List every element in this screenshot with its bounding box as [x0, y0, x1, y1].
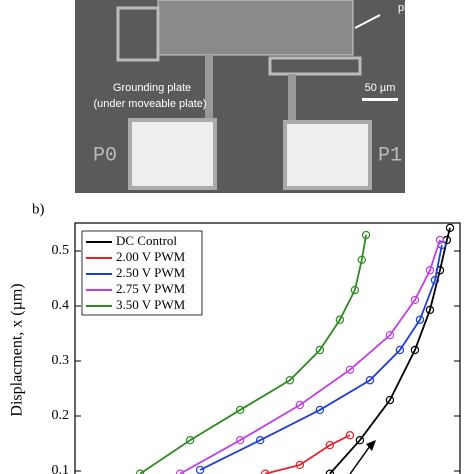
data-point — [365, 376, 375, 385]
image-label: (under moveable plate) — [93, 98, 206, 110]
data-point — [385, 395, 395, 405]
series-line — [199, 244, 443, 471]
y-tick-label: 0.3 — [52, 353, 70, 368]
data-point — [350, 285, 360, 295]
image-label: Grounding plate — [113, 82, 191, 94]
data-point — [410, 345, 420, 355]
arrow-head — [366, 440, 376, 451]
plot-frame — [74, 222, 461, 474]
pad — [283, 120, 372, 190]
data-point — [430, 275, 440, 285]
moveable-plate — [157, 0, 354, 56]
annotation-arrow — [349, 445, 371, 474]
legend-label: 2.75 V PWM — [116, 281, 186, 296]
image-label: 50 µm — [365, 82, 396, 94]
y-tick-label: 0.5 — [52, 243, 70, 258]
data-point — [315, 405, 325, 415]
data-point — [315, 345, 325, 355]
data-point — [235, 436, 245, 445]
series-line — [264, 434, 351, 474]
spring — [268, 56, 362, 76]
data-point — [361, 230, 371, 240]
trace — [288, 74, 296, 124]
y-tick-label: 0.4 — [52, 298, 70, 313]
legend-label: 2.00 V PWM — [116, 249, 186, 264]
trace — [205, 55, 213, 125]
data-point — [345, 365, 355, 374]
data-point — [335, 315, 345, 324]
legend-label: DC Control — [116, 233, 177, 248]
image-label: P0 — [93, 144, 117, 167]
data-point — [235, 405, 245, 415]
pointer — [354, 14, 381, 29]
data-point — [425, 266, 435, 275]
data-point — [425, 305, 435, 315]
y-tick-label: 0.2 — [52, 408, 70, 423]
y-tick-label: 0.1 — [52, 463, 70, 474]
data-point — [345, 431, 355, 440]
data-point — [295, 460, 305, 470]
data-point — [357, 255, 367, 264]
data-point — [385, 330, 395, 340]
data-point — [295, 400, 305, 410]
data-point — [410, 295, 420, 305]
image-label: plate — [398, 2, 422, 14]
data-point — [445, 223, 455, 233]
scale-bar — [362, 98, 398, 101]
legend-label: 2.50 V PWM — [116, 265, 186, 280]
panel-label: b) — [32, 201, 45, 217]
data-point — [185, 436, 195, 445]
data-point — [255, 436, 265, 445]
legend-label: 3.50 V PWM — [116, 297, 186, 312]
data-point — [395, 345, 405, 355]
data-point — [415, 315, 425, 324]
image-label: P1 — [378, 144, 402, 167]
y-axis-label: Displacment, x (µm) — [9, 283, 26, 416]
data-point — [355, 436, 365, 445]
data-point — [285, 376, 295, 385]
pad — [128, 118, 217, 190]
series-line — [139, 234, 367, 474]
data-point — [325, 440, 335, 450]
data-point — [435, 235, 445, 245]
series-line — [179, 239, 441, 474]
spring — [116, 6, 160, 62]
